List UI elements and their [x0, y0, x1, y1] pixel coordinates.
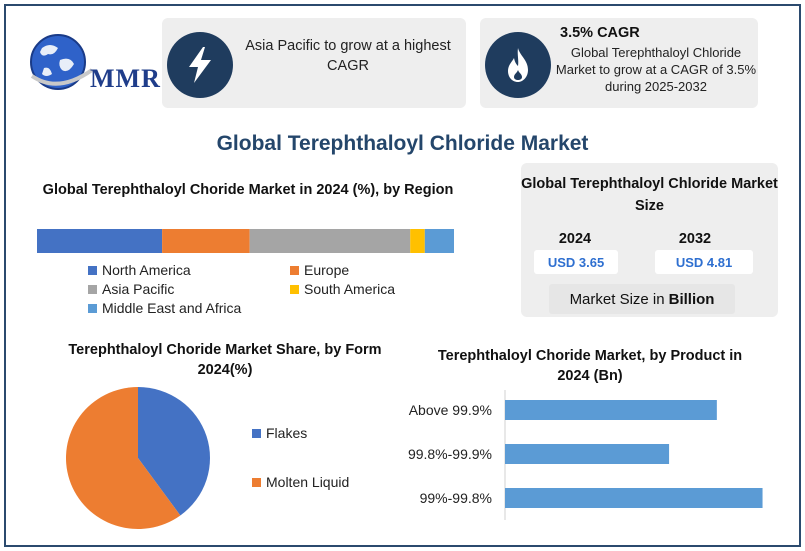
legend-label: Molten Liquid	[266, 474, 350, 490]
value-2024: USD 3.65	[534, 250, 618, 274]
region-segment-south-america	[410, 229, 425, 253]
legend-swatch	[290, 265, 299, 275]
region-segment-north-america	[37, 229, 163, 253]
legend-swatch	[252, 477, 261, 487]
value-2032: USD 4.81	[655, 250, 753, 274]
page-title: Global Terephthaloyl Chloride Market	[216, 132, 589, 155]
region-stacked-bar	[37, 229, 454, 253]
pie-slice-molten-liquid	[66, 387, 181, 529]
unit-bold: Billion	[668, 290, 715, 308]
lightning-badge	[167, 32, 233, 98]
product-category-label: Above 99.9%	[409, 402, 492, 418]
region-segment-middle-east-and-africa	[424, 229, 454, 253]
infographic-frame	[4, 4, 801, 547]
legend-label: Middle East and Africa	[102, 300, 242, 316]
legend-swatch	[88, 303, 97, 313]
region-segment-asia-pacific	[249, 229, 411, 253]
mmr-logo: MMR	[28, 30, 161, 94]
legend-label: Europe	[304, 262, 350, 278]
legend-label: South America	[304, 281, 396, 297]
lightning-icon	[189, 47, 211, 83]
unit-label: Market Size in Billion	[549, 284, 735, 314]
legend-swatch	[88, 265, 97, 275]
legend-label: Asia Pacific	[102, 281, 175, 297]
form-pie-chart	[66, 387, 210, 529]
legend-label: Flakes	[266, 425, 308, 441]
cagr-heading: 3.5% CAGR	[560, 25, 640, 41]
region-segment-europe	[162, 229, 250, 253]
legend-mea: Middle East and Africa	[88, 300, 241, 316]
product-bar	[505, 488, 763, 508]
legend-swatch	[252, 428, 261, 438]
market-size-card: Global Terephthaloyl Chloride Market Siz…	[521, 163, 778, 317]
pie-slice-flakes	[138, 387, 210, 516]
year-2024: 2024	[558, 231, 592, 247]
product-category-label: 99.8%-99.9%	[408, 446, 492, 462]
flame-icon	[508, 48, 528, 82]
unit-prefix: Market Size in	[569, 290, 665, 308]
legend-label: North America	[102, 262, 191, 278]
legend-flakes: Flakes	[252, 425, 307, 441]
legend-asia-pacific: Asia Pacific	[88, 281, 174, 297]
legend-swatch	[88, 284, 97, 294]
product-category-label: 99%-99.8%	[420, 490, 492, 506]
highlight-text: Asia Pacific to grow at a highest CAGR	[245, 38, 451, 74]
legend-molten-liquid: Molten Liquid	[252, 474, 349, 490]
cagr-text: Global Terephthaloyl Chloride Market to …	[555, 45, 757, 94]
flame-badge	[485, 32, 551, 98]
product-bar	[505, 444, 670, 464]
product-bar	[505, 400, 717, 420]
highlight-card-asia-pacific: Asia Pacific to grow at a highest CAGR	[162, 18, 466, 108]
legend-europe: Europe	[290, 262, 349, 278]
market-size-title: Global Terephthaloyl Chloride Market Siz…	[521, 176, 778, 214]
legend-south-america: South America	[290, 281, 395, 297]
logo-text: MMR	[90, 64, 161, 93]
legend-north-america: North America	[88, 262, 191, 278]
globe-icon	[30, 34, 94, 90]
year-2032: 2032	[678, 231, 712, 247]
product-bar-chart: Above 99.9% 99.8%-99.9% 99%-99.8%	[408, 390, 763, 520]
product-chart-title: Terephthaloyl Choride Market, by Product…	[437, 348, 743, 384]
form-chart-title: Terephthaloyl Choride Market Share, by F…	[68, 342, 382, 378]
region-chart-title: Global Terephthaloyl Choride Market in 2…	[42, 182, 454, 198]
highlight-card-cagr: 3.5% CAGR Global Terephthaloyl Chloride …	[480, 18, 758, 108]
legend-swatch	[290, 284, 299, 294]
